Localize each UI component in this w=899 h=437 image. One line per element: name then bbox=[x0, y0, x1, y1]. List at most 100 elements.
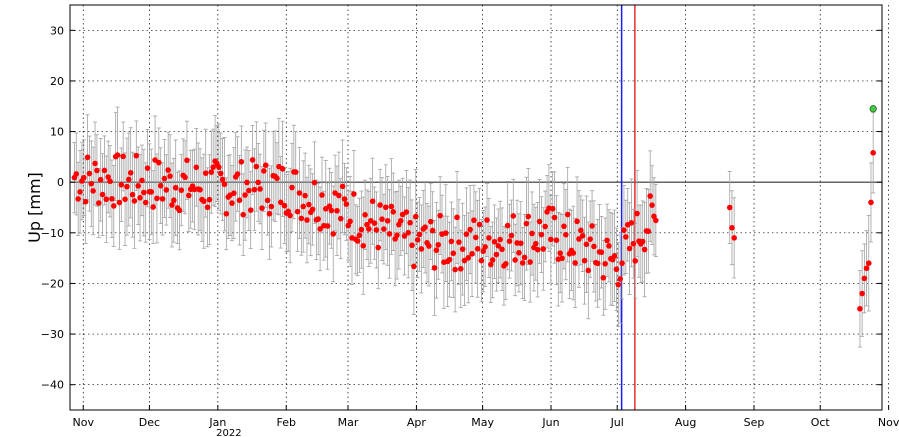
data-point bbox=[459, 246, 466, 252]
data-point bbox=[472, 234, 479, 241]
data-point bbox=[347, 218, 353, 225]
data-point bbox=[429, 227, 436, 234]
data-point bbox=[236, 197, 243, 204]
data-point bbox=[364, 221, 370, 228]
data-point bbox=[157, 182, 164, 189]
data-point bbox=[606, 243, 612, 249]
data-point bbox=[731, 235, 737, 241]
data-point bbox=[589, 223, 595, 229]
data-point bbox=[647, 193, 654, 199]
data-point bbox=[628, 220, 635, 226]
data-point bbox=[519, 260, 526, 266]
data-point bbox=[120, 153, 126, 160]
data-point bbox=[602, 260, 608, 267]
data-point bbox=[259, 205, 265, 211]
data-point bbox=[381, 226, 387, 232]
x-tick-label: Jan bbox=[208, 416, 226, 429]
data-point bbox=[182, 174, 188, 181]
highlight-point bbox=[869, 105, 877, 113]
data-point bbox=[279, 166, 286, 172]
data-point bbox=[268, 203, 275, 210]
data-point bbox=[572, 260, 578, 266]
data-point bbox=[394, 232, 400, 238]
data-point bbox=[623, 234, 629, 240]
data-point bbox=[75, 196, 81, 202]
data-point bbox=[604, 237, 610, 244]
data-point bbox=[339, 183, 346, 190]
y-axis-label: Up [mm] bbox=[25, 172, 44, 243]
data-point bbox=[197, 186, 203, 193]
data-point bbox=[457, 266, 464, 272]
data-point bbox=[448, 238, 455, 245]
data-point bbox=[231, 190, 237, 196]
data-point bbox=[116, 199, 123, 206]
data-point bbox=[454, 214, 460, 221]
data-point bbox=[206, 196, 213, 203]
data-point bbox=[159, 196, 166, 202]
y-tick-label: 10 bbox=[50, 126, 64, 139]
data-point bbox=[334, 207, 340, 214]
data-point bbox=[154, 195, 160, 202]
data-point bbox=[281, 202, 288, 209]
y-tick-label: −10 bbox=[41, 227, 64, 240]
data-point bbox=[73, 171, 80, 177]
data-point bbox=[857, 305, 863, 312]
data-point bbox=[294, 208, 301, 215]
data-point bbox=[512, 257, 518, 263]
data-point bbox=[386, 231, 393, 237]
data-point bbox=[600, 274, 607, 281]
data-point bbox=[247, 207, 254, 213]
data-point bbox=[110, 203, 117, 209]
data-point bbox=[362, 212, 368, 218]
data-point bbox=[343, 201, 350, 207]
data-point bbox=[328, 207, 335, 214]
x-tick-label: Feb bbox=[276, 416, 295, 429]
data-point bbox=[578, 227, 584, 234]
data-point bbox=[163, 187, 170, 193]
data-point bbox=[249, 157, 256, 163]
data-point bbox=[480, 248, 487, 255]
x-tick-labels: Nov Dec Jan Feb Mar Apr May Jun Jul Aug Sep Oct Nov bbox=[73, 416, 899, 429]
x-tick-label: Aug bbox=[675, 416, 696, 429]
data-point bbox=[172, 184, 179, 191]
data-point bbox=[354, 238, 361, 244]
data-point bbox=[564, 211, 571, 218]
data-point bbox=[581, 257, 588, 264]
data-point bbox=[88, 180, 95, 187]
data-point bbox=[407, 219, 413, 226]
data-point bbox=[240, 211, 247, 218]
data-point bbox=[379, 216, 385, 222]
data-point bbox=[619, 260, 625, 266]
data-point bbox=[210, 164, 217, 170]
data-point bbox=[251, 186, 258, 193]
data-point bbox=[86, 170, 93, 177]
data-point bbox=[167, 173, 173, 179]
data-point bbox=[529, 230, 535, 237]
data-point bbox=[489, 257, 496, 263]
data-point bbox=[156, 159, 162, 166]
data-point bbox=[576, 236, 582, 242]
data-point bbox=[598, 249, 605, 256]
data-point bbox=[107, 178, 113, 185]
data-point bbox=[298, 215, 305, 222]
data-point bbox=[493, 251, 500, 258]
data-point bbox=[165, 167, 171, 173]
data-point bbox=[242, 192, 248, 198]
data-point bbox=[583, 241, 590, 248]
data-point bbox=[634, 210, 640, 217]
data-point bbox=[360, 242, 367, 249]
data-point bbox=[613, 266, 620, 273]
data-point bbox=[99, 191, 106, 198]
data-point bbox=[193, 164, 200, 171]
data-point bbox=[131, 198, 138, 204]
data-point bbox=[433, 247, 440, 254]
data-point bbox=[542, 223, 548, 230]
data-point bbox=[101, 167, 108, 174]
data-point bbox=[253, 163, 260, 170]
data-point bbox=[510, 213, 517, 219]
data-point bbox=[431, 265, 438, 271]
x-tick-label: Nov bbox=[73, 416, 95, 429]
data-point bbox=[478, 257, 485, 264]
data-point bbox=[411, 263, 417, 270]
